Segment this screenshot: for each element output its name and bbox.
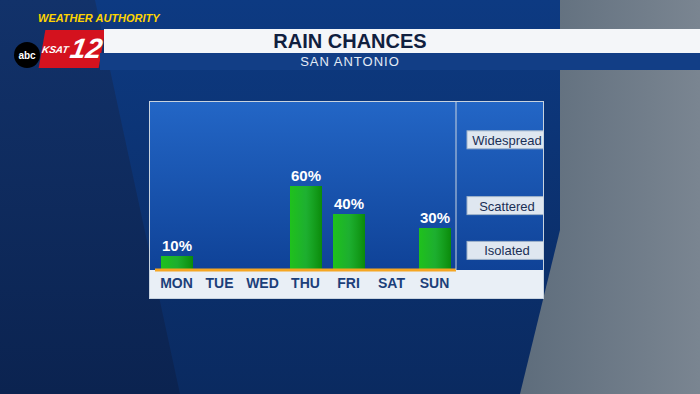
svg-text:10%: 10% (162, 237, 192, 254)
svg-text:SUN: SUN (420, 275, 450, 291)
svg-text:Scattered: Scattered (479, 199, 535, 214)
svg-text:30%: 30% (420, 209, 450, 226)
html-text:abc: abc (18, 49, 36, 61)
svg-text:FRI: FRI (337, 275, 360, 291)
svg-text:MON: MON (160, 275, 193, 291)
svg-text:40%: 40% (334, 195, 364, 212)
svg-text:60%: 60% (291, 167, 321, 184)
html-text:WEATHER AUTHORITY: WEATHER AUTHORITY (38, 12, 160, 24)
html-text:KSAT: KSAT (41, 43, 70, 55)
html-text:12: 12 (68, 33, 105, 64)
html-text:SAN ANTONIO: SAN ANTONIO (300, 54, 400, 69)
svg-text:Widespread: Widespread (472, 133, 541, 148)
svg-text:SAT: SAT (378, 275, 405, 291)
svg-text:THU: THU (291, 275, 320, 291)
svg-text:TUE: TUE (206, 275, 234, 291)
html-text:RAIN CHANCES: RAIN CHANCES (273, 30, 427, 52)
svg-text:WED: WED (246, 275, 279, 291)
svg-text:Isolated: Isolated (484, 243, 530, 258)
